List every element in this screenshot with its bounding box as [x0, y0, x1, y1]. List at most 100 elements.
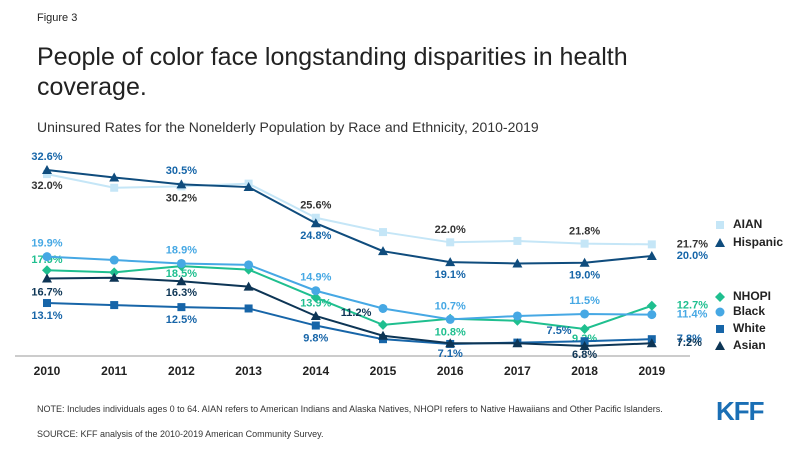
- x-tick-label: 2018: [571, 364, 598, 378]
- data-point: [109, 172, 120, 182]
- data-point: [42, 165, 52, 174]
- data-point: [176, 258, 186, 268]
- data-label: 7.5%: [547, 325, 572, 337]
- data-label: 32.0%: [31, 180, 62, 192]
- data-label: 14.9%: [300, 272, 331, 284]
- data-label: 11.2%: [341, 307, 372, 319]
- data-point: [378, 330, 388, 340]
- data-label: 16.7%: [31, 286, 62, 298]
- legend-label: Black: [733, 304, 765, 318]
- legend-label: Hispanic: [733, 235, 783, 249]
- data-label: 9.8%: [303, 332, 328, 344]
- data-point: [513, 236, 522, 245]
- x-tick-label: 2014: [302, 364, 329, 378]
- data-label: 25.6%: [300, 200, 331, 212]
- series-line: [46, 276, 652, 348]
- data-point: [580, 239, 589, 248]
- series-line: [46, 169, 652, 265]
- x-tick-label: 2019: [638, 364, 665, 378]
- data-point: [512, 338, 523, 348]
- data-point: [311, 213, 320, 222]
- data-point: [244, 304, 253, 313]
- x-tick-label: 2015: [370, 364, 397, 378]
- data-point: [579, 257, 590, 267]
- data-point: [445, 257, 456, 267]
- data-point: [176, 276, 187, 286]
- series-line: [46, 265, 653, 330]
- x-tick-label: 2016: [437, 364, 464, 378]
- data-point: [110, 183, 119, 192]
- x-tick-label: 2012: [168, 364, 195, 378]
- data-label: 18.5%: [166, 268, 197, 280]
- data-point: [646, 300, 657, 311]
- data-label: 19.0%: [569, 270, 600, 282]
- data-label: 32.6%: [31, 151, 62, 163]
- data-point: [446, 238, 455, 247]
- data-label: 30.2%: [166, 192, 197, 204]
- data-label: 18.9%: [166, 244, 197, 256]
- data-point: [445, 314, 455, 324]
- data-point: [311, 321, 320, 330]
- data-point: [42, 273, 52, 283]
- note: NOTE: Includes individuals ages 0 to 64.…: [37, 404, 663, 414]
- legend-marker: [715, 238, 725, 247]
- data-point: [647, 240, 656, 249]
- data-point: [378, 246, 388, 256]
- data-label: 6.8%: [572, 349, 597, 361]
- data-label: 7.1%: [438, 348, 463, 360]
- data-label: 19.9%: [31, 238, 62, 250]
- data-label: 30.5%: [166, 165, 197, 177]
- data-point: [310, 218, 321, 228]
- legend-label: White: [733, 321, 766, 335]
- data-point: [310, 292, 321, 303]
- x-tick-label: 2013: [235, 364, 262, 378]
- x-tick-label: 2017: [504, 364, 531, 378]
- data-label: 20.0%: [677, 250, 708, 262]
- legend-marker: [715, 341, 725, 350]
- data-point: [512, 258, 523, 268]
- data-point: [512, 311, 522, 321]
- data-label: 10.8%: [435, 327, 466, 339]
- data-point: [580, 309, 590, 319]
- series-line: [46, 302, 652, 345]
- data-label: 13.9%: [300, 297, 331, 309]
- data-label: 12.5%: [166, 314, 197, 326]
- data-label: 22.0%: [435, 224, 466, 236]
- data-label: 7.8%: [677, 333, 702, 345]
- data-point: [177, 303, 186, 312]
- data-label: 10.7%: [435, 300, 466, 312]
- data-label: 24.8%: [300, 230, 331, 242]
- data-point: [579, 323, 590, 334]
- logo: KFF: [716, 396, 765, 426]
- chart-subtitle: Uninsured Rates for the Nonelderly Popul…: [37, 119, 539, 135]
- data-label: 13.1%: [31, 310, 62, 322]
- data-point: [310, 310, 321, 320]
- data-point: [243, 182, 254, 192]
- data-point: [379, 228, 387, 237]
- data-label: 19.1%: [435, 269, 466, 281]
- data-point: [244, 260, 254, 270]
- data-label: 16.3%: [166, 287, 197, 299]
- data-point: [646, 250, 657, 260]
- data-label: 21.7%: [677, 238, 708, 250]
- x-tick-label: 2010: [34, 364, 61, 378]
- data-point: [646, 338, 657, 348]
- data-point: [42, 265, 52, 276]
- data-point: [110, 301, 119, 310]
- figure-label: Figure 3: [37, 12, 78, 24]
- data-point: [109, 255, 119, 265]
- data-label: 12.7%: [677, 300, 708, 312]
- data-point: [42, 252, 52, 262]
- series-line: [46, 173, 652, 246]
- data-label: 21.8%: [569, 226, 600, 238]
- data-label: 7.2%: [677, 337, 702, 349]
- data-point: [109, 272, 120, 282]
- data-point: [445, 338, 456, 348]
- x-tick-label: 2011: [101, 364, 127, 378]
- source: SOURCE: KFF analysis of the 2010-2019 Am…: [37, 429, 324, 439]
- data-point: [647, 310, 657, 320]
- data-point: [43, 299, 51, 308]
- chart-title: People of color face longstanding dispar…: [37, 43, 628, 101]
